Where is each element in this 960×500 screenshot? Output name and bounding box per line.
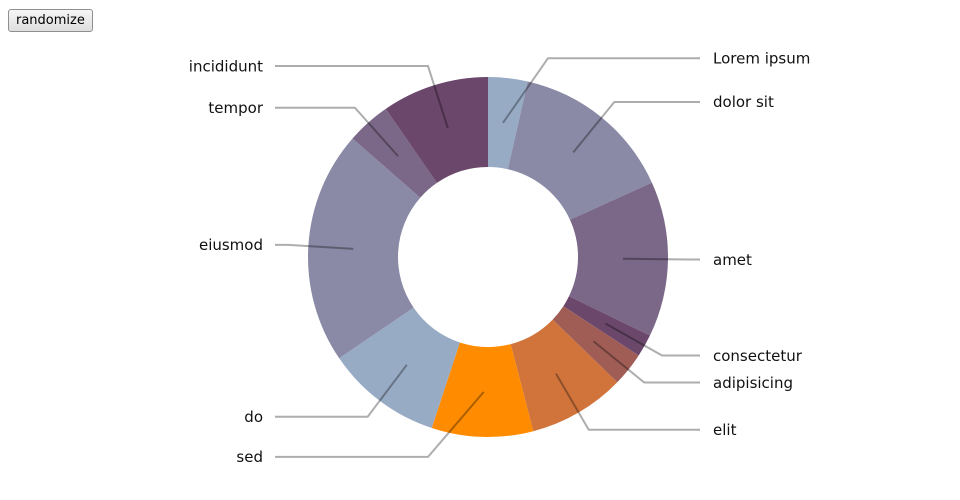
label-incididunt: incididunt xyxy=(189,57,263,75)
leader-line-sed xyxy=(275,391,485,458)
label-lorem-ipsum: Lorem ipsum xyxy=(713,49,810,67)
leader-line-tempor xyxy=(275,106,399,157)
label-eiusmod: eiusmod xyxy=(199,236,263,254)
leader-line-incididunt xyxy=(275,65,449,129)
slice-consectetur xyxy=(563,296,650,356)
leader-line-eiusmod xyxy=(275,243,354,250)
leader-line-lorem-ipsum xyxy=(502,57,700,124)
leader-line-dolor-sit xyxy=(572,100,700,153)
slice-eiusmod xyxy=(308,138,421,359)
slice-sed xyxy=(431,342,534,437)
leader-line-do xyxy=(275,364,408,418)
label-do: do xyxy=(244,408,263,426)
leader-line-elit xyxy=(555,373,700,431)
label-elit: elit xyxy=(713,421,737,439)
slice-adipisicing xyxy=(552,306,639,383)
label-consectetur: consectetur xyxy=(713,347,803,365)
slice-dolor-sit xyxy=(507,81,652,220)
slice-do xyxy=(339,307,460,428)
label-amet: amet xyxy=(713,251,752,269)
leader-line-adipisicing xyxy=(592,340,700,384)
leader-lines xyxy=(275,57,700,458)
label-dolor-sit: dolor sit xyxy=(713,93,774,111)
slice-lorem-ipsum xyxy=(488,77,528,170)
slice-elit xyxy=(510,319,618,432)
slice-incididunt xyxy=(385,77,488,183)
label-adipisicing: adipisicing xyxy=(713,374,793,392)
slice-labels: Lorem ipsum dolor sit amet consectetur adipi… xyxy=(189,49,811,466)
donut-slices xyxy=(308,77,668,437)
label-sed: sed xyxy=(236,448,263,466)
randomize-button[interactable]: randomize xyxy=(8,9,93,32)
leader-line-amet xyxy=(622,257,700,261)
leader-line-consectetur xyxy=(604,322,700,357)
slice-tempor xyxy=(352,108,437,198)
slice-amet xyxy=(568,182,668,336)
label-tempor: tempor xyxy=(208,99,263,117)
